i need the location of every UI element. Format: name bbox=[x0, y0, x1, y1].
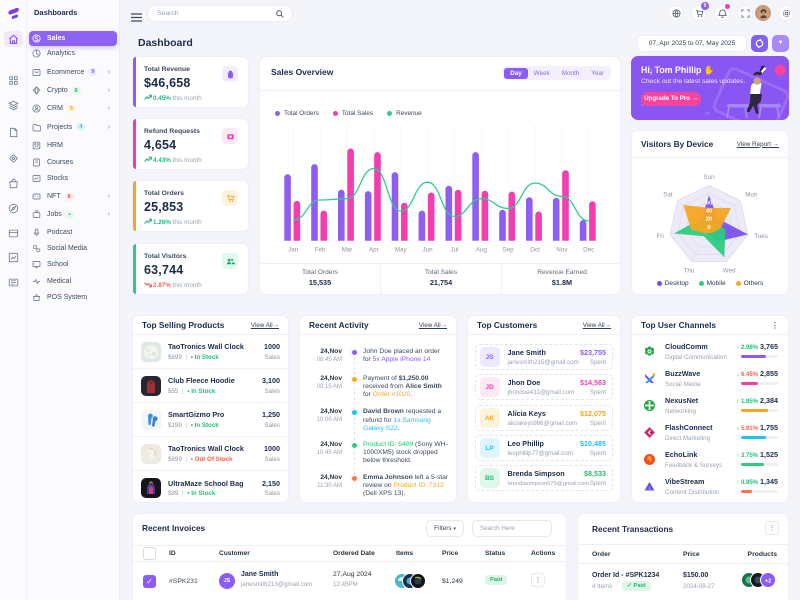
svg-text:+2: +2 bbox=[765, 578, 771, 584]
svg-text:Sat: Sat bbox=[663, 192, 673, 199]
svg-text:Jan: Jan bbox=[288, 247, 299, 254]
svg-text:Wed: Wed bbox=[723, 267, 736, 274]
svg-text:Fri: Fri bbox=[656, 233, 663, 240]
svg-text:20: 20 bbox=[706, 217, 712, 223]
svg-text:0: 0 bbox=[707, 225, 710, 231]
svg-text:Nov: Nov bbox=[556, 247, 568, 254]
svg-text:Jun: Jun bbox=[423, 247, 434, 254]
svg-text:Sun: Sun bbox=[703, 174, 715, 181]
svg-text:Oct: Oct bbox=[530, 247, 540, 254]
svg-text:Tues: Tues bbox=[754, 233, 768, 240]
svg-text:Feb: Feb bbox=[315, 247, 326, 254]
svg-text:Jul: Jul bbox=[450, 247, 458, 254]
svg-text:60: 60 bbox=[706, 201, 712, 207]
svg-text:Thu: Thu bbox=[683, 267, 694, 274]
svg-text:May: May bbox=[395, 247, 408, 254]
svg-text:Mar: Mar bbox=[342, 247, 353, 254]
svg-text:40: 40 bbox=[706, 209, 712, 215]
svg-text:Sep: Sep bbox=[502, 247, 514, 254]
svg-text:Dec: Dec bbox=[583, 247, 594, 254]
svg-text:Apr: Apr bbox=[369, 247, 379, 254]
svg-text:Mon: Mon bbox=[745, 192, 758, 199]
svg-text:Aug: Aug bbox=[476, 247, 488, 254]
